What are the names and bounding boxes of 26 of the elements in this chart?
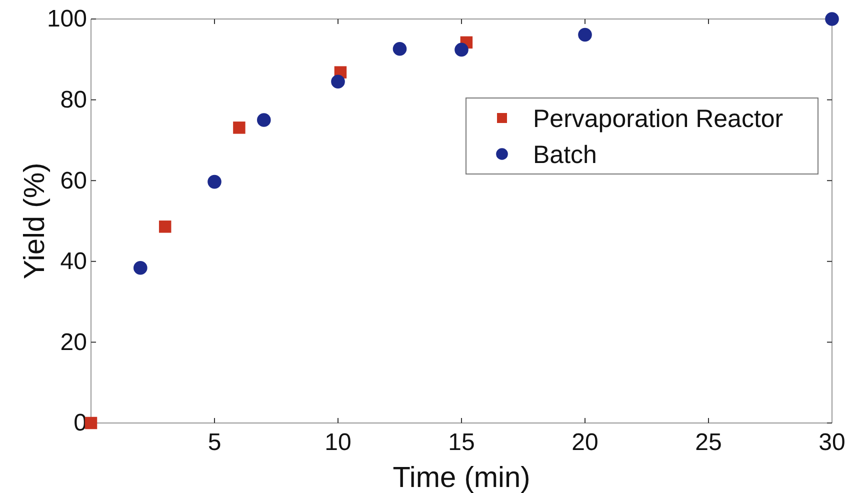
x-tick-label: 15 <box>448 429 475 456</box>
y-tick-label: 100 <box>46 6 87 33</box>
y-tick-label: 60 <box>60 167 87 194</box>
y-tick-label: 20 <box>60 328 87 356</box>
y-tick-label: 40 <box>60 248 87 276</box>
point <box>825 12 839 26</box>
point <box>331 74 345 89</box>
point <box>256 113 271 127</box>
x-axis-title: Time (min) <box>392 462 530 493</box>
point <box>158 220 172 233</box>
legend-label: Pervaporation Reactor <box>533 105 784 133</box>
y-axis-title: Yield (%) <box>19 162 51 280</box>
point <box>84 416 98 430</box>
point <box>208 174 222 189</box>
point <box>578 28 592 42</box>
point <box>233 122 246 134</box>
point <box>133 260 148 275</box>
point <box>392 42 407 56</box>
x-tick-label: 30 <box>818 429 846 456</box>
y-tick-label: 80 <box>60 86 87 114</box>
x-tick-label: 20 <box>572 429 598 456</box>
legend-label: Batch <box>533 141 597 169</box>
point <box>454 42 468 57</box>
x-tick-label: 10 <box>324 429 352 456</box>
x-tick-label: 25 <box>695 429 722 456</box>
x-tick-label: 5 <box>208 429 222 456</box>
